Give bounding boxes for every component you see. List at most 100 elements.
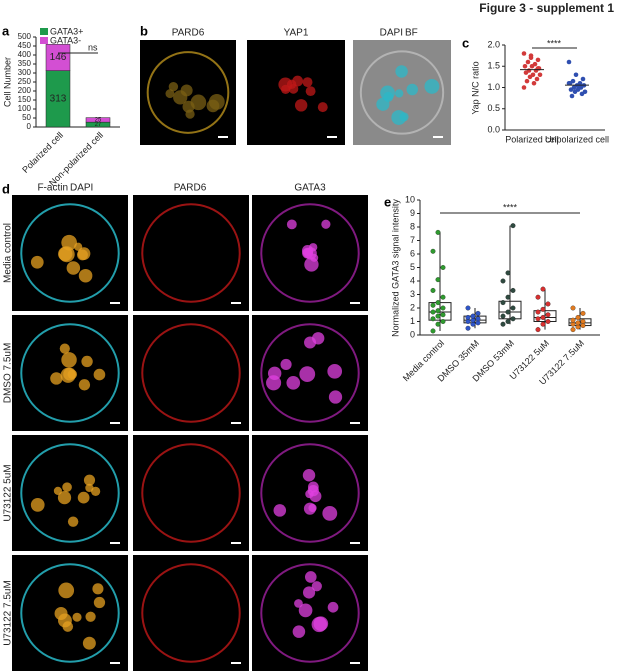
y-tick-label: 3 [410,289,415,299]
y-tick-label: 0.5 [487,103,500,113]
data-point [435,277,441,283]
nucleus [310,253,319,262]
y-tick-label: 0 [27,122,32,131]
nucleus [286,219,297,230]
y-tick-label: 150 [18,95,32,104]
nucleus [77,491,90,504]
nucleus [92,583,104,595]
nucleus [280,358,292,371]
nucleus [273,504,287,517]
data-point [570,317,576,323]
embryo-outline [141,443,241,543]
data-point [435,313,441,319]
legend-label: GATA3+ [50,26,83,36]
micrograph [252,555,368,671]
y-tick-label: 50 [22,113,31,122]
value-label: 313 [50,93,67,104]
data-point [465,305,471,311]
micrograph [353,40,451,145]
annotation: **** [503,202,518,212]
nucleus [292,75,304,87]
y-tick-label: 8 [410,221,415,231]
nucleus [307,484,319,497]
nucleus [54,606,68,620]
nucleus [311,581,322,592]
nucleus [292,625,306,638]
data-point [528,53,534,58]
y-axis-title: Normalized GATA3 signal intensity [390,199,400,337]
data-point [505,294,511,300]
nucleus [294,599,303,608]
embryo-outline [260,443,360,543]
data-point [440,265,446,270]
micrograph [252,435,368,551]
nucleus [327,601,339,613]
data-point [430,328,436,334]
nucleus [305,86,316,97]
nucleus [304,571,317,583]
nucleus [301,245,314,257]
image-bg [133,315,249,431]
nucleus [294,99,308,112]
column-label: F-actin [37,183,68,194]
y-tick-label: 2.0 [487,39,500,49]
nucleus [321,219,331,229]
data-point [430,316,436,322]
embryo-outline [260,563,360,663]
data-point [510,305,516,311]
nucleus [81,355,93,368]
bar-segment [85,117,111,123]
image-bg [133,195,249,311]
nucleus [58,582,75,599]
nucleus [406,83,419,96]
data-point [521,85,527,90]
figure-title: Figure 3 - supplement 1 [479,1,614,15]
panel-label: c [462,35,469,50]
data-point [570,305,576,311]
data-point [575,320,581,326]
nucleus [93,596,106,609]
y-tick-label: 300 [18,68,32,77]
data-point [510,223,516,229]
image-label: PARD6 [172,28,205,39]
nucleus [266,375,282,391]
micrograph [133,555,249,671]
data-point [545,312,551,318]
nucleus [165,89,175,99]
y-axis-title: Yap N/C ratio [470,61,480,114]
embryo-outline [260,323,360,423]
embryo-outline [20,203,120,303]
data-point [510,288,516,293]
data-point [534,76,540,82]
data-point [521,51,527,56]
nucleus [78,379,91,391]
x-tick-label: Unpolarized cell [545,134,609,144]
data-point [505,309,511,315]
nucleus [308,503,317,513]
embryo-outline [260,203,360,303]
data-point [568,87,574,92]
embryo-outline [359,50,445,135]
nucleus [302,586,316,599]
embryo-outline [141,323,241,423]
bar-segment [45,44,71,71]
nucleus [83,474,96,486]
panel-label: d [2,181,10,196]
nucleus [77,247,91,260]
data-point [470,313,476,319]
micrograph [133,195,249,311]
data-point [529,63,535,69]
column-label: GATA3 [294,183,326,194]
image-bg [133,555,249,671]
value-label: 146 [50,52,67,63]
data-point [525,59,531,65]
y-tick-label: 1.5 [487,61,500,71]
data-point [575,315,581,320]
data-point [572,89,578,95]
data-point [540,306,546,312]
y-tick-label: 9 [410,208,415,218]
nucleus [67,516,79,527]
y-tick-label: 2 [410,302,415,312]
y-tick-label: 1 [410,316,415,326]
data-point [465,325,471,331]
